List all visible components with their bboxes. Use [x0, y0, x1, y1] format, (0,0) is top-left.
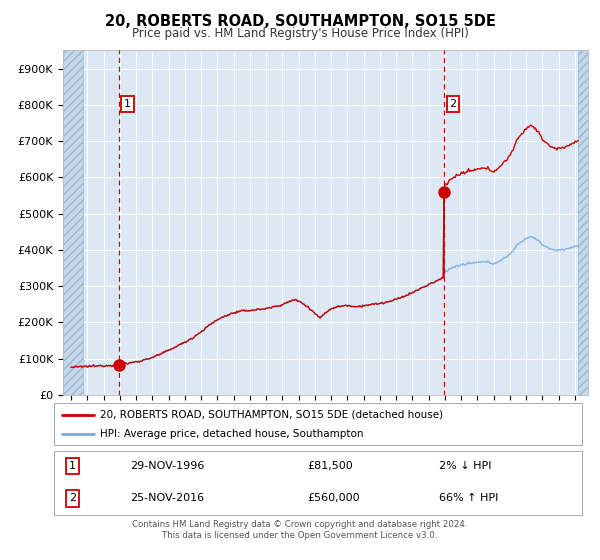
Text: Price paid vs. HM Land Registry's House Price Index (HPI): Price paid vs. HM Land Registry's House …: [131, 27, 469, 40]
Text: Contains HM Land Registry data © Crown copyright and database right 2024.
This d: Contains HM Land Registry data © Crown c…: [132, 520, 468, 540]
Text: 29-NOV-1996: 29-NOV-1996: [131, 461, 205, 472]
Text: 2% ↓ HPI: 2% ↓ HPI: [439, 461, 492, 472]
Text: 25-NOV-2016: 25-NOV-2016: [131, 493, 205, 503]
Text: 20, ROBERTS ROAD, SOUTHAMPTON, SO15 5DE: 20, ROBERTS ROAD, SOUTHAMPTON, SO15 5DE: [104, 14, 496, 29]
Text: 20, ROBERTS ROAD, SOUTHAMPTON, SO15 5DE (detached house): 20, ROBERTS ROAD, SOUTHAMPTON, SO15 5DE …: [100, 409, 443, 419]
Text: 2: 2: [69, 493, 76, 503]
Text: £560,000: £560,000: [307, 493, 360, 503]
Text: 1: 1: [69, 461, 76, 472]
Text: 2: 2: [449, 99, 457, 109]
Text: 66% ↑ HPI: 66% ↑ HPI: [439, 493, 499, 503]
Text: £81,500: £81,500: [307, 461, 353, 472]
Text: HPI: Average price, detached house, Southampton: HPI: Average price, detached house, Sout…: [100, 429, 364, 439]
Text: 1: 1: [124, 99, 131, 109]
